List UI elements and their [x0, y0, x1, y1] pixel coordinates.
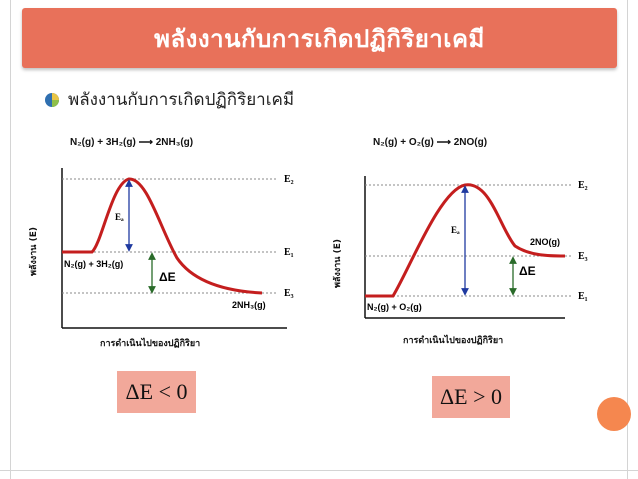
frame-line-bottom [0, 470, 638, 471]
level-bottom-label: E₃ [284, 288, 294, 299]
level-bottom-label: E₁ [578, 291, 588, 302]
product-label: 2NO(g) [530, 237, 560, 247]
level-mid-label: E₁ [284, 247, 294, 258]
result-text: ΔE > 0 [440, 384, 502, 409]
delta-e-label: ΔE [519, 264, 536, 278]
level-top-label: E₂ [284, 174, 294, 185]
energy-curve [62, 177, 263, 295]
delta-e-label: ΔE [159, 270, 176, 284]
result-box-exothermic: ΔE < 0 [117, 371, 196, 413]
product-label: 2NH₃(g) [232, 300, 266, 310]
frame-line-right [627, 0, 628, 479]
level-top-label: E₂ [578, 180, 588, 191]
reactant-label: N₂(g) + 3H₂(g) [64, 259, 123, 269]
equation-text: N₂(g) + 3H₂(g) ⟶ 2NH₃(g) [70, 137, 193, 148]
reactant-label: N₂(g) + O₂(g) [367, 302, 422, 312]
level-mid-label: E₃ [578, 251, 588, 262]
energy-diagram-endothermic: N₂(g) + O₂(g) ⟶ 2NO(g) พลังงาน (E) การดำ… [332, 137, 588, 346]
ea-label: Eₐ [115, 212, 124, 222]
y-axis-label: พลังงาน (E) [28, 227, 39, 276]
result-box-endothermic: ΔE > 0 [432, 376, 510, 418]
decorative-orange-dot [597, 397, 631, 431]
bullet-item: พลังงานกับการเกิดปฏิกิริยาเคมี [44, 86, 294, 113]
energy-curve [365, 183, 566, 298]
bullet-text: พลังงานกับการเกิดปฏิกิริยาเคมี [68, 90, 295, 110]
frame-line-left [10, 0, 11, 479]
result-text: ΔE < 0 [125, 379, 188, 404]
x-axis-label: การดำเนินไปของปฏิกิริยา [100, 337, 200, 349]
equation-text: N₂(g) + O₂(g) ⟶ 2NO(g) [373, 137, 487, 148]
bullet-icon [45, 92, 59, 107]
ea-label: Eₐ [451, 225, 460, 235]
y-axis-label: พลังงาน (E) [332, 239, 343, 288]
x-axis-label: การดำเนินไปของปฏิกิริยา [403, 334, 503, 346]
title-bar: พลังงานกับการเกิดปฏิกิริยาเคมี [22, 8, 617, 68]
slide-title: พลังงานกับการเกิดปฏิกิริยาเคมี [154, 23, 485, 53]
energy-diagram-exothermic: N₂(g) + 3H₂(g) ⟶ 2NH₃(g) พลังงาน (E) การ… [28, 137, 294, 349]
